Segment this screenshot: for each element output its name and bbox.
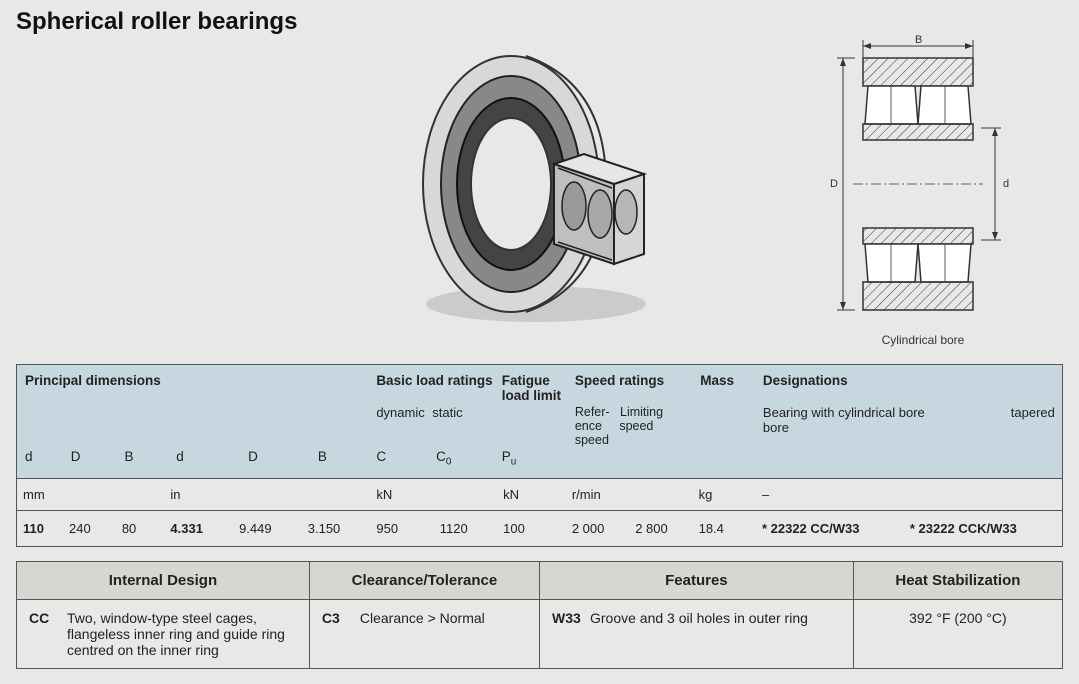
col-Pu: Pu [502, 449, 517, 464]
feat-internal-code: CC [29, 610, 67, 626]
feat-features-cell: W33Groove and 3 oil holes in outer ring [539, 599, 853, 668]
illustration-area: B D d [16, 38, 1063, 358]
val-d-in: 4.331 [164, 510, 233, 546]
hdr-principal: Principal dimensions [25, 373, 161, 388]
fh-features: Features [539, 561, 853, 599]
feat-internal-text: Two, window-type steel cages, flangeless… [67, 610, 293, 658]
val-mass: 18.4 [693, 510, 756, 546]
page-title: Spherical roller bearings [16, 8, 1063, 36]
unit-in: in [164, 478, 233, 510]
unit-dash: – [756, 478, 904, 510]
feat-heat-cell: 392 °F (200 °C) [853, 599, 1062, 668]
feat-clearance-code: C3 [322, 610, 360, 626]
val-desig-tap: * 23222 CCK/W33 [904, 510, 1063, 546]
col-d-mm: d [25, 449, 67, 464]
dimensions-table: Principal dimensions Basic load ratings … [16, 364, 1063, 547]
unit-kg: kg [693, 478, 756, 510]
table-row: 110 240 80 4.331 9.449 3.150 950 1120 10… [17, 510, 1063, 546]
val-Pu: 100 [497, 510, 566, 546]
sub-bearing-cyl: Bearing with cylindrical bore [763, 405, 925, 420]
schematic-caption: Cylindrical bore [823, 333, 1023, 347]
col-B-mm: B [125, 449, 173, 464]
dim-d-label: d [1003, 178, 1009, 190]
feat-clearance-cell: C3Clearance > Normal [309, 599, 539, 668]
val-C0: 1120 [434, 510, 497, 546]
unit-kN1: kN [370, 478, 433, 510]
feat-heat-text: 392 °F (200 °C) [909, 610, 1007, 626]
val-D-mm: 240 [63, 510, 116, 546]
val-d-mm: 110 [17, 510, 63, 546]
val-lim-speed: 2 800 [629, 510, 692, 546]
dim-b-label: B [915, 34, 922, 46]
col-d-in: d [176, 449, 244, 464]
feat-clearance-text: Clearance > Normal [360, 610, 485, 626]
col-C: C [376, 449, 432, 464]
unit-kN2: kN [497, 478, 566, 510]
fh-internal: Internal Design [17, 561, 310, 599]
bearing-schematic: B D d [823, 34, 1023, 347]
sub-dynamic: dynamic [376, 405, 424, 420]
val-C: 950 [370, 510, 433, 546]
col-C0: C0 [436, 449, 451, 464]
col-D-mm: D [71, 449, 121, 464]
val-ref-speed: 2 000 [566, 510, 629, 546]
feat-feat-code: W33 [552, 610, 590, 626]
hdr-speed: Speed ratings [575, 373, 664, 388]
val-D-in: 9.449 [233, 510, 302, 546]
dim-D-label: D [830, 178, 838, 190]
feat-internal-cell: CCTwo, window-type steel cages, flangele… [17, 599, 310, 668]
unit-mm: mm [17, 478, 63, 510]
sub-reference: Refer- Limitingence speedspeed [575, 405, 663, 447]
sub-static: static [432, 405, 462, 420]
hdr-fatigue: Fatigue load limit [502, 373, 561, 403]
val-desig-cyl: * 22322 CC/W33 [756, 510, 904, 546]
features-table: Internal Design Clearance/Tolerance Feat… [16, 561, 1063, 669]
unit-rmin: r/min [566, 478, 629, 510]
val-B-mm: 80 [116, 510, 165, 546]
col-B-in: B [318, 449, 327, 464]
hdr-designations: Designations [763, 373, 848, 388]
fh-heat: Heat Stabilization [853, 561, 1062, 599]
hdr-mass: Mass [700, 373, 734, 388]
fh-clearance: Clearance/Tolerance [309, 561, 539, 599]
bearing-3d-illustration [396, 34, 676, 334]
val-B-in: 3.150 [302, 510, 371, 546]
hdr-basic-load: Basic load ratings [376, 373, 492, 388]
col-D-in: D [248, 449, 314, 464]
feat-feat-text: Groove and 3 oil holes in outer ring [590, 610, 837, 626]
